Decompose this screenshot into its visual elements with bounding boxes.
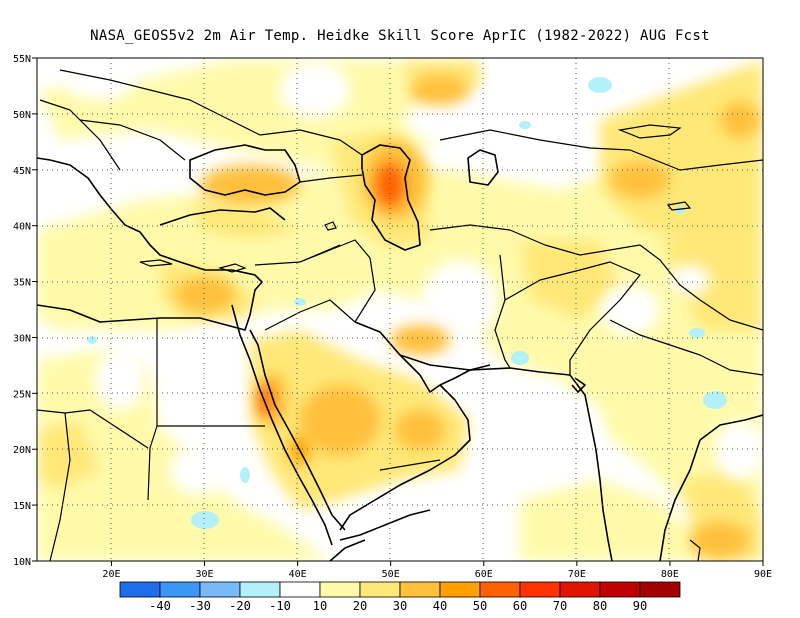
skill-field-negative [87, 77, 727, 529]
colorbar: -40 -30 -20 -10 10 20 30 40 50 60 70 80 90 [119, 581, 681, 613]
coastlines [37, 144, 763, 561]
lat-tick-label: 55N [13, 54, 31, 65]
colorbar-swatch [519, 581, 561, 598]
china-border [639, 244, 763, 331]
lon-tick-label: 30E [196, 569, 214, 580]
lake-balkhash [617, 124, 682, 139]
lake-issyk [666, 201, 692, 211]
graticule [37, 58, 763, 561]
colorbar-swatch [119, 581, 161, 598]
colorbar-label: 70 [553, 599, 567, 613]
lon-tick-label: 80E [661, 569, 679, 580]
turkey-south-border [254, 244, 341, 266]
lat-tick-label: 25N [13, 389, 31, 400]
colorbar-swatch [559, 581, 601, 598]
caspian-coast [361, 144, 421, 251]
colorbar-label: -20 [229, 599, 251, 613]
india-west-coast [569, 374, 613, 561]
colorbar-label: 60 [513, 599, 527, 613]
colorbar-label: 50 [473, 599, 487, 613]
west-border [37, 409, 71, 561]
black-sea-coast [189, 144, 301, 196]
lake-van [324, 221, 337, 231]
central-asia-border [429, 224, 641, 256]
colorbar-swatch [359, 581, 401, 598]
himalaya-border [609, 319, 763, 376]
europe-border-1 [59, 69, 261, 136]
colorbar-swatch [239, 581, 281, 598]
lat-tick-label: 40N [13, 222, 31, 233]
lat-tick-label: 10N [13, 557, 31, 568]
chad-border [64, 409, 149, 449]
colorbar-swatch [399, 581, 441, 598]
colorbar-label: -40 [149, 599, 171, 613]
axis-ticks: 55N 50N 45N 40N 35N 30N 25N 20N 15N 10N 20E 30E 40E 5… [13, 54, 772, 580]
lon-tick-label: 90E [754, 569, 772, 580]
colorbar-swatch [199, 581, 241, 598]
colorbar-label: 80 [593, 599, 607, 613]
colorbar-swatch [439, 581, 481, 598]
libya-sudan-border [147, 425, 158, 501]
colorbar-label: 40 [433, 599, 447, 613]
kazakh-border [439, 129, 763, 171]
colorbar-swatch [599, 581, 641, 598]
bay-coast [699, 414, 763, 441]
lat-tick-label: 20N [13, 445, 31, 456]
india-east-coast [659, 439, 701, 561]
colorbar-swatch [159, 581, 201, 598]
caucasus-border [299, 174, 363, 183]
europe-border-3 [39, 99, 121, 171]
lon-tick-label: 60E [475, 569, 493, 580]
map-title: NASA_GEOS5v2 2m Air Temp. Heidke Skill S… [90, 28, 710, 44]
gulf-of-aden-coast [339, 509, 431, 541]
lat-tick-label: 30N [13, 333, 31, 344]
mediterranean-coast [37, 157, 263, 331]
crete [139, 259, 173, 267]
lon-tick-label: 70E [568, 569, 586, 580]
red-sea-east-coast [249, 329, 346, 531]
afghanistan-border [504, 261, 641, 375]
lat-tick-label: 50N [13, 110, 31, 121]
russia-border [259, 129, 363, 156]
gulf-of-kutch [571, 377, 586, 393]
europe-border-2 [79, 119, 186, 161]
red-sea-west-coast [231, 304, 333, 546]
colorbar-swatch [479, 581, 521, 598]
country-borders [37, 69, 763, 561]
arabian-gulf-coast [354, 321, 491, 393]
arabia-north-border [264, 299, 356, 331]
lat-tick-label: 35N [13, 278, 31, 289]
colorbar-label: -10 [269, 599, 291, 613]
sri-lanka [689, 539, 701, 561]
anatolia-coast [159, 207, 286, 226]
skill-field-moderate [175, 75, 760, 558]
iran-east-border [494, 254, 511, 369]
colorbar-label: -30 [189, 599, 211, 613]
map-frame [36, 57, 764, 562]
cyprus [217, 263, 247, 273]
colorbar-label: 20 [353, 599, 367, 613]
colorbar-swatch [319, 581, 361, 598]
colorbar-swatch [639, 581, 681, 598]
lon-tick-label: 50E [382, 569, 400, 580]
lon-tick-label: 40E [289, 569, 307, 580]
horn-coast [329, 539, 366, 561]
oman-coast [339, 384, 471, 531]
colorbar-label: 10 [313, 599, 327, 613]
colorbar-swatch [279, 581, 321, 598]
colorbar-label: 90 [633, 599, 647, 613]
colorbar-label: 30 [393, 599, 407, 613]
islands [139, 124, 701, 561]
lat-tick-label: 15N [13, 501, 31, 512]
lat-tick-label: 45N [13, 166, 31, 177]
lon-tick-label: 20E [102, 569, 120, 580]
skill-score-field [37, 58, 763, 561]
iran-coast [399, 354, 571, 376]
aral-sea [467, 149, 499, 186]
